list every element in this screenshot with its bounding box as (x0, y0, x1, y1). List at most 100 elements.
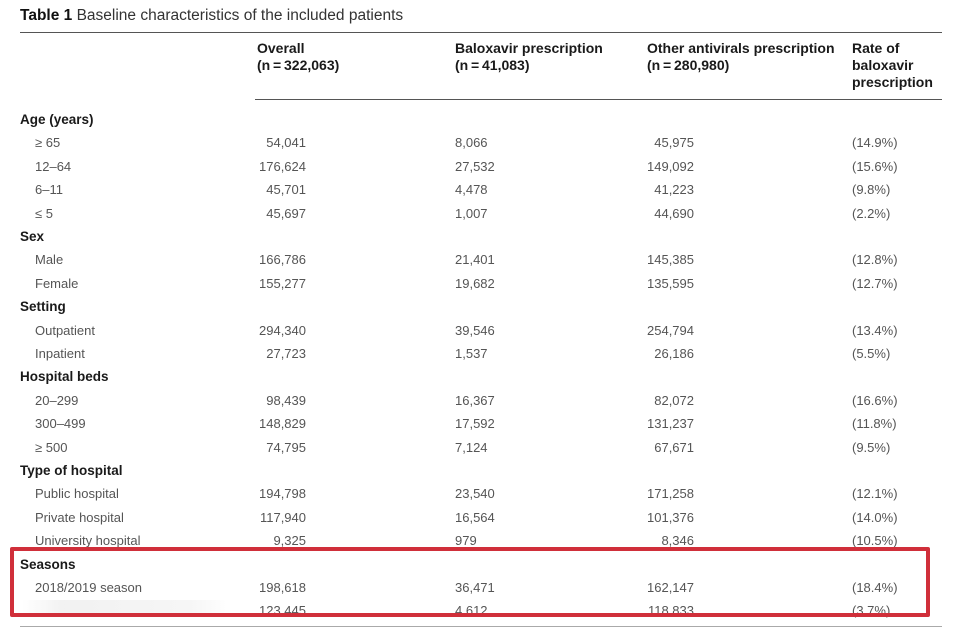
other-antivirals-count: 44,690 (654, 205, 694, 221)
section-row: Age (years) (0, 108, 960, 131)
row-label: Private hospital (35, 509, 124, 525)
table-row: Outpatient 294,340 39,546 254,794 (13.4%) (0, 319, 960, 342)
header-baloxavir: Baloxavir prescription (n = 41,083) (455, 40, 603, 73)
table-row: 2018/2019 season 198,618 36,471 162,147 (18.… (0, 576, 960, 599)
table-title: Baseline characteristics of the included… (76, 7, 404, 24)
baloxavir-count: 4,478 (455, 182, 488, 198)
table-row: ≥ 500 74,795 7,124 67,671 (9.5%) (0, 436, 960, 459)
row-label: Inpatient (35, 346, 85, 361)
overall-count: 194,798 (259, 486, 306, 502)
row-label: 2018/2019 season (35, 580, 142, 595)
table-row: ≤ 5 45,697 1,007 44,690 (2.2%) (0, 202, 960, 225)
other-antivirals-count: 149,092 (647, 158, 694, 174)
seasons-highlight-box (10, 547, 930, 617)
baloxavir-count: 1,007 (455, 205, 488, 221)
baloxavir-count: 8,066 (455, 135, 488, 151)
baloxavir-rate: (12.1%) (852, 486, 898, 502)
overall-count: 155,277 (259, 275, 306, 291)
section-heading: Seasons (20, 556, 76, 572)
table-row: Male 166,786 21,401 145,385 (12.8%) (0, 248, 960, 271)
table-row: 20–299 98,439 16,367 82,072 (16.6%) (0, 389, 960, 412)
overall-count: 117,940 (259, 509, 306, 525)
header-other-antivirals: Other antivirals prescription (n = 280,9… (647, 40, 835, 73)
overall-count: 9,325 (273, 533, 306, 549)
other-antivirals-count: 26,186 (654, 346, 694, 361)
baloxavir-count: 17,592 (455, 416, 495, 432)
header-overall: Overall (n = 322,063) (257, 40, 340, 73)
other-antivirals-count: 101,376 (647, 509, 694, 525)
row-label: Male (35, 252, 64, 268)
header-rule (255, 99, 942, 100)
row-label: Female (35, 275, 79, 291)
table-row: Public hospital 194,798 23,540 171,258 (12.1… (0, 482, 960, 505)
other-antivirals-count: 162,147 (647, 580, 694, 595)
bottom-rule (20, 626, 942, 627)
section-heading: Setting (20, 299, 66, 315)
baloxavir-rate: (11.8%) (852, 416, 897, 432)
header-rate: Rate of baloxavir prescription (852, 40, 933, 90)
overall-count: 176,624 (259, 158, 306, 174)
baloxavir-count: 16,367 (455, 392, 495, 408)
section-row: Hospital beds (0, 365, 960, 388)
section-heading: Hospital beds (20, 369, 109, 385)
overall-count: 45,697 (266, 205, 306, 221)
other-antivirals-count: 8,346 (661, 533, 694, 549)
table-row: Female 155,277 19,682 135,595 (12.7%) (0, 272, 960, 295)
table-row: 6–11 45,701 4,478 41,223 (9.8%) (0, 178, 960, 201)
baloxavir-rate: (13.4%) (852, 322, 898, 338)
other-antivirals-count: 82,072 (654, 392, 694, 408)
baloxavir-count: 16,564 (455, 509, 495, 525)
table-row: Private hospital 117,940 16,564 101,376 (14.… (0, 506, 960, 529)
row-label: Public hospital (35, 486, 119, 502)
baloxavir-rate: (15.6%) (852, 158, 898, 174)
baloxavir-rate: (9.8%) (852, 182, 891, 198)
other-antivirals-count: 67,671 (654, 439, 694, 455)
baloxavir-rate: (12.8%) (852, 252, 898, 268)
other-antivirals-count: 254,794 (647, 322, 694, 338)
section-heading: Type of hospital (20, 463, 123, 478)
baloxavir-rate: (16.6%) (852, 392, 898, 408)
section-row: Setting (0, 295, 960, 318)
baloxavir-count: 27,532 (455, 158, 495, 174)
overall-count: 74,795 (266, 439, 306, 455)
row-label: Outpatient (35, 322, 95, 338)
baloxavir-rate: (2.2%) (852, 205, 891, 221)
overall-count: 148,829 (259, 416, 306, 432)
section-heading: Age (years) (20, 112, 94, 127)
overall-count: 294,340 (259, 322, 306, 338)
baloxavir-count: 39,546 (455, 322, 495, 338)
other-antivirals-count: 145,385 (647, 252, 694, 268)
blurred-label-area (22, 600, 232, 614)
section-row: Sex (0, 225, 960, 248)
other-antivirals-count: 171,258 (647, 486, 694, 502)
overall-count: 54,041 (266, 135, 306, 151)
row-label: 12–64 (35, 158, 72, 174)
other-antivirals-count: 135,595 (647, 275, 694, 291)
row-label: ≤ 5 (35, 205, 53, 221)
table-row: ≥ 65 54,041 8,066 45,975 (14.9%) (0, 131, 960, 154)
baloxavir-rate: (14.0%) (852, 509, 898, 525)
row-label: 6–11 (35, 182, 63, 198)
overall-count: 27,723 (266, 346, 306, 361)
overall-count: 45,701 (266, 182, 306, 198)
row-label: 300–499 (35, 416, 86, 432)
baloxavir-count: 36,471 (455, 580, 495, 595)
table-row: Inpatient 27,723 1,537 26,186 (5.5%) (0, 342, 960, 365)
baloxavir-rate: (18.4%) (852, 580, 898, 595)
baloxavir-count: 7,124 (455, 439, 488, 455)
table-row: 300–499 148,829 17,592 131,237 (11.8%) (0, 412, 960, 435)
table-caption: Table 1 Baseline characteristics of the … (20, 7, 403, 25)
baloxavir-count: 21,401 (455, 252, 495, 268)
baloxavir-rate: (14.9%) (852, 135, 898, 151)
section-heading: Sex (20, 229, 45, 244)
baloxavir-count: 979 (455, 533, 477, 549)
table-row: University hospital 9,325 979 8,346 (10.5%) (0, 529, 960, 552)
baloxavir-rate: (5.5%) (852, 346, 891, 361)
overall-count: 98,439 (266, 392, 306, 408)
other-antivirals-count: 41,223 (654, 182, 694, 198)
baloxavir-rate: (9.5%) (852, 439, 891, 455)
baloxavir-count: 23,540 (455, 486, 495, 502)
row-label: ≥ 500 (35, 439, 68, 455)
row-label: University hospital (35, 533, 141, 549)
row-label: ≥ 65 (35, 135, 61, 151)
